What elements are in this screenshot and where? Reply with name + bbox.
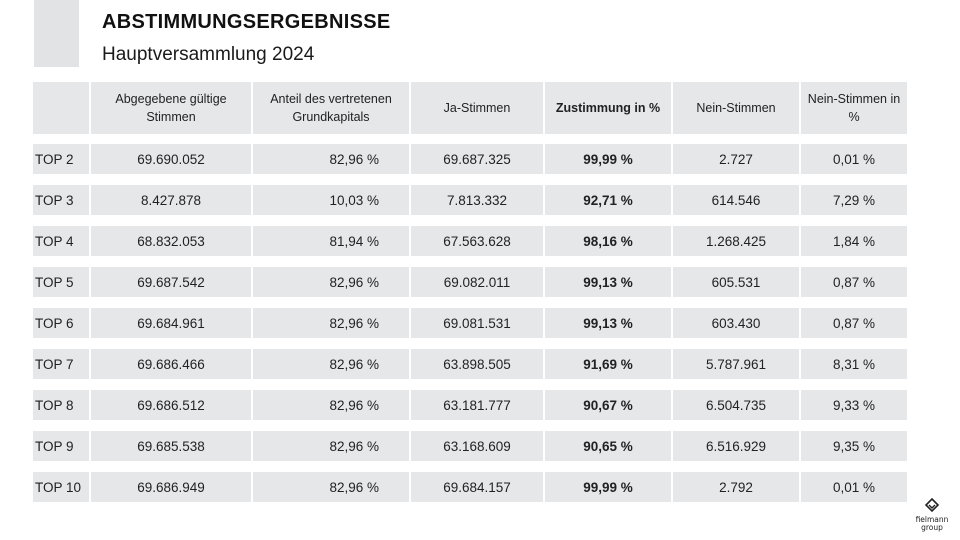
yes-votes-cell: 67.563.628 xyxy=(411,226,543,256)
approval-percent-cell: 91,69 % xyxy=(545,349,671,379)
no-votes-cell: 1.268.425 xyxy=(673,226,799,256)
agenda-item-cell: TOP 10 xyxy=(33,472,89,502)
no-votes-cell: 614.546 xyxy=(673,185,799,215)
approval-percent-cell: 99,99 % xyxy=(545,144,671,174)
capital-share-cell: 10,03 % xyxy=(253,185,409,215)
no-percent-cell: 9,35 % xyxy=(801,431,907,461)
valid-votes-cell: 69.684.961 xyxy=(91,308,251,338)
approval-percent-cell: 90,65 % xyxy=(545,431,671,461)
yes-votes-cell: 63.168.609 xyxy=(411,431,543,461)
agenda-item-cell: TOP 7 xyxy=(33,349,89,379)
table-row: TOP 9 69.685.538 82,96 % 63.168.609 90,6… xyxy=(33,431,907,461)
no-votes-cell: 5.787.961 xyxy=(673,349,799,379)
table-row: TOP 4 68.832.053 81,94 % 67.563.628 98,1… xyxy=(33,226,907,256)
logo-line-2: group xyxy=(921,523,943,532)
agenda-item-cell: TOP 9 xyxy=(33,431,89,461)
capital-share-cell: 82,96 % xyxy=(253,144,409,174)
table-row: TOP 5 69.687.542 82,96 % 69.082.011 99,1… xyxy=(33,267,907,297)
agenda-item-cell: TOP 4 xyxy=(33,226,89,256)
no-percent-cell: 8,31 % xyxy=(801,349,907,379)
approval-percent-cell: 98,16 % xyxy=(545,226,671,256)
valid-votes-cell: 69.687.542 xyxy=(91,267,251,297)
approval-percent-cell: 92,71 % xyxy=(545,185,671,215)
no-percent-cell: 0,87 % xyxy=(801,267,907,297)
header-cell-agenda xyxy=(33,82,89,134)
agenda-item-cell: TOP 2 xyxy=(33,144,89,174)
header-cell-capital-share: Anteil des vertretenen Grundkapitals xyxy=(253,82,409,134)
logo-wordmark: fielmann group xyxy=(914,516,950,532)
table-header-row: Abgegebene gültige Stimmen Anteil des ve… xyxy=(33,82,907,134)
header-cell-approval-percent: Zustimmung in % xyxy=(545,82,671,134)
agenda-item-cell: TOP 8 xyxy=(33,390,89,420)
capital-share-cell: 82,96 % xyxy=(253,349,409,379)
capital-share-cell: 82,96 % xyxy=(253,267,409,297)
no-votes-cell: 6.516.929 xyxy=(673,431,799,461)
agenda-item-cell: TOP 3 xyxy=(33,185,89,215)
valid-votes-cell: 69.686.466 xyxy=(91,349,251,379)
header-cell-yes-votes: Ja-Stimmen xyxy=(411,82,543,134)
no-percent-cell: 9,33 % xyxy=(801,390,907,420)
no-votes-cell: 2.727 xyxy=(673,144,799,174)
yes-votes-cell: 69.081.531 xyxy=(411,308,543,338)
yes-votes-cell: 63.181.777 xyxy=(411,390,543,420)
no-percent-cell: 1,84 % xyxy=(801,226,907,256)
approval-percent-cell: 90,67 % xyxy=(545,390,671,420)
approval-percent-cell: 99,13 % xyxy=(545,308,671,338)
table-row: TOP 3 8.427.878 10,03 % 7.813.332 92,71 … xyxy=(33,185,907,215)
header-cell-valid-votes: Abgegebene gültige Stimmen xyxy=(91,82,251,134)
table-row: TOP 2 69.690.052 82,96 % 69.687.325 99,9… xyxy=(33,144,907,174)
capital-share-cell: 82,96 % xyxy=(253,308,409,338)
header-cell-no-votes: Nein-Stimmen xyxy=(673,82,799,134)
capital-share-cell: 82,96 % xyxy=(253,390,409,420)
approval-percent-cell: 99,13 % xyxy=(545,267,671,297)
valid-votes-cell: 69.686.949 xyxy=(91,472,251,502)
page-subtitle: Hauptversammlung 2024 xyxy=(102,44,315,65)
no-votes-cell: 603.430 xyxy=(673,308,799,338)
voting-results-table: Abgegebene gültige Stimmen Anteil des ve… xyxy=(33,82,907,502)
no-votes-cell: 605.531 xyxy=(673,267,799,297)
yes-votes-cell: 69.687.325 xyxy=(411,144,543,174)
header-cell-no-percent: Nein-Stimmen in % xyxy=(801,82,907,134)
no-votes-cell: 2.792 xyxy=(673,472,799,502)
valid-votes-cell: 69.690.052 xyxy=(91,144,251,174)
table-row: TOP 8 69.686.512 82,96 % 63.181.777 90,6… xyxy=(33,390,907,420)
yes-votes-cell: 7.813.332 xyxy=(411,185,543,215)
valid-votes-cell: 8.427.878 xyxy=(91,185,251,215)
yes-votes-cell: 69.684.157 xyxy=(411,472,543,502)
approval-percent-cell: 99,99 % xyxy=(545,472,671,502)
agenda-item-cell: TOP 6 xyxy=(33,308,89,338)
page-title: ABSTIMMUNGSERGEBNISSE xyxy=(102,11,391,33)
table-row: TOP 10 69.686.949 82,96 % 69.684.157 99,… xyxy=(33,472,907,502)
no-percent-cell: 0,87 % xyxy=(801,308,907,338)
title-accent-block xyxy=(34,0,79,67)
logo-line-1: fielmann xyxy=(915,515,949,524)
no-percent-cell: 0,01 % xyxy=(801,144,907,174)
valid-votes-cell: 69.686.512 xyxy=(91,390,251,420)
agenda-item-cell: TOP 5 xyxy=(33,267,89,297)
capital-share-cell: 81,94 % xyxy=(253,226,409,256)
table-row: TOP 7 69.686.466 82,96 % 63.898.505 91,6… xyxy=(33,349,907,379)
fielmann-group-logo: fielmann group xyxy=(914,498,950,538)
no-percent-cell: 7,29 % xyxy=(801,185,907,215)
valid-votes-cell: 68.832.053 xyxy=(91,226,251,256)
table-row: TOP 6 69.684.961 82,96 % 69.081.531 99,1… xyxy=(33,308,907,338)
yes-votes-cell: 69.082.011 xyxy=(411,267,543,297)
no-percent-cell: 0,01 % xyxy=(801,472,907,502)
yes-votes-cell: 63.898.505 xyxy=(411,349,543,379)
valid-votes-cell: 69.685.538 xyxy=(91,431,251,461)
no-votes-cell: 6.504.735 xyxy=(673,390,799,420)
capital-share-cell: 82,96 % xyxy=(253,431,409,461)
capital-share-cell: 82,96 % xyxy=(253,472,409,502)
fielmann-logo-icon xyxy=(924,498,940,513)
